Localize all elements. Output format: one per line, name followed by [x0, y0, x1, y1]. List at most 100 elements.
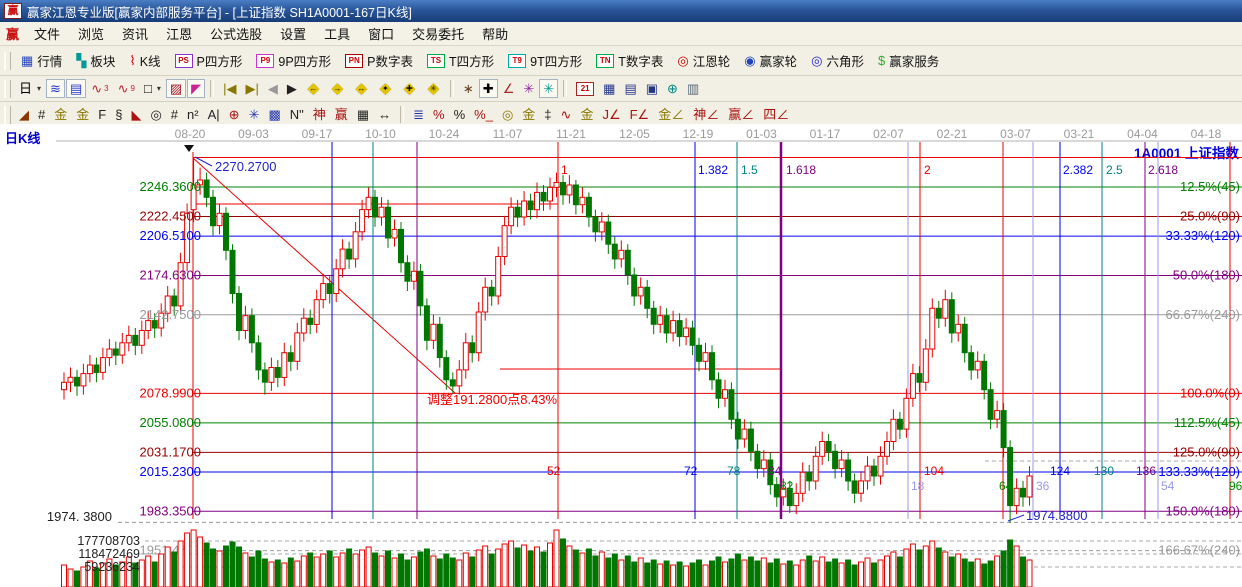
- clock-circle-tool-icon: ◎: [150, 107, 162, 122]
- wave-3-button[interactable]: ∿ 3: [87, 79, 112, 98]
- candle-style-dropdown[interactable]: □ ▾: [140, 79, 165, 98]
- p9-square-button[interactable]: P9 9P四方形: [250, 48, 337, 73]
- kline-button-label: K线: [139, 55, 161, 69]
- zoom-in-h-button[interactable]: ◆ ✦: [374, 78, 397, 99]
- period-day-dropdown[interactable]: 日 ▾: [15, 79, 45, 98]
- zoom-out-h-button[interactable]: ◆ ↔: [350, 78, 373, 99]
- gold-circle-tool[interactable]: ◎: [498, 105, 517, 124]
- percent-tool[interactable]: %: [450, 105, 470, 124]
- menu-bar: 赢 文件 浏览 资讯 江恩 公式选股 设置 工具 窗口 交易委托 帮助: [0, 22, 1242, 46]
- quotes-button[interactable]: ▦ 行情: [15, 48, 68, 73]
- pan-right-button[interactable]: ◆ →: [326, 78, 349, 99]
- four-angle-tool[interactable]: 四∠: [759, 105, 793, 124]
- scale-list-tool[interactable]: ≣: [409, 105, 428, 124]
- expand-all-button[interactable]: ◆ ✚: [398, 78, 421, 99]
- menu-item-浏览[interactable]: 浏览: [78, 27, 105, 42]
- t-square-button[interactable]: TS T四方形: [421, 48, 500, 73]
- gold-wave-tool[interactable]: 金: [576, 105, 597, 124]
- gold-grid-tool[interactable]: 金: [50, 105, 71, 124]
- kline-button[interactable]: ⌇ K线: [123, 48, 166, 73]
- gold-angle-tool[interactable]: 金∠: [654, 105, 688, 124]
- svg-text:12-19: 12-19: [683, 127, 714, 141]
- menu-item-文件[interactable]: 文件: [34, 27, 61, 42]
- menu-item-工具[interactable]: 工具: [324, 27, 351, 42]
- menu-item-设置[interactable]: 设置: [280, 27, 307, 42]
- wave-check-tool[interactable]: ∿: [557, 105, 576, 124]
- first-page-button[interactable]: |◀: [219, 79, 240, 98]
- shen-grid-tool[interactable]: 神: [309, 105, 330, 124]
- save-button[interactable]: ▣: [642, 79, 662, 98]
- shen-angle-tool[interactable]: 神∠: [689, 105, 723, 124]
- calculator-button[interactable]: ▦: [599, 79, 619, 98]
- gann-wheel-button[interactable]: ◎ 江恩轮: [671, 48, 736, 73]
- wave-9-button-sub: 9: [130, 84, 135, 93]
- winner-service-button[interactable]: $ 赢家服务: [872, 48, 945, 73]
- n-quote-tool[interactable]: N": [286, 105, 308, 124]
- wave-9-button[interactable]: ∿ 9: [114, 79, 139, 98]
- starburst-tool[interactable]: ✳: [245, 105, 264, 124]
- gann-wheel-button-icon: ◎: [677, 53, 689, 68]
- notepad-button[interactable]: ▤: [620, 79, 640, 98]
- clock-circle-tool[interactable]: ◎: [146, 105, 165, 124]
- n2-tool[interactable]: n²: [183, 105, 203, 124]
- volume-profile-button[interactable]: ◤: [187, 79, 206, 98]
- angle-line-button[interactable]: ∠: [499, 79, 519, 98]
- remote-pc-button[interactable]: ▥: [683, 79, 703, 98]
- span-arrow-tool[interactable]: ↔: [374, 105, 395, 124]
- brain-teal-button[interactable]: ✳: [539, 79, 559, 98]
- world-clock-button[interactable]: ⊕: [663, 79, 682, 98]
- percent-slash-tool[interactable]: %: [429, 105, 449, 124]
- text-tool[interactable]: A|: [204, 105, 224, 124]
- target-tool[interactable]: ⊕: [225, 105, 244, 124]
- j-angle-tool[interactable]: J∠: [598, 105, 624, 124]
- ruler-123-tool[interactable]: ▦: [353, 105, 373, 124]
- win-grid-tool[interactable]: 赢: [331, 105, 352, 124]
- hatch-tool[interactable]: #: [167, 105, 182, 124]
- pattern-mark-button[interactable]: ▨: [165, 79, 187, 98]
- pan-left-button[interactable]: ◆ ←: [302, 78, 325, 99]
- winner-wheel-button[interactable]: ◉ 赢家轮: [738, 48, 803, 73]
- p-number-table-button[interactable]: PN P数字表: [339, 48, 419, 73]
- sectors-button[interactable]: ▚ 板块: [70, 48, 121, 73]
- percent-line-tool[interactable]: %_: [470, 105, 497, 124]
- span-arrow-tool-icon: ↔: [378, 107, 392, 122]
- menu-item-资讯[interactable]: 资讯: [122, 27, 149, 42]
- win-angle-tool[interactable]: 赢∠: [724, 105, 758, 124]
- p-square-button[interactable]: PS P四方形: [169, 48, 249, 73]
- menu-item-江恩[interactable]: 江恩: [166, 27, 193, 42]
- hand-drag-button[interactable]: ∗: [459, 79, 478, 98]
- prev-bar-button[interactable]: ◀: [264, 79, 282, 98]
- crosshair-button[interactable]: ✚: [478, 79, 498, 98]
- flower-purple-button[interactable]: ✳: [519, 79, 538, 98]
- info-note-button[interactable]: ▤: [65, 79, 87, 98]
- gold-grid2-tool[interactable]: 金: [72, 105, 93, 124]
- menu-item-窗口[interactable]: 窗口: [368, 27, 395, 42]
- pan-right-button-icon: ◆ →: [330, 81, 345, 96]
- gold-line-tool[interactable]: 金: [518, 105, 539, 124]
- restore-view-button[interactable]: ◆ ✳: [422, 78, 445, 99]
- n-quote-tool-icon: N": [289, 107, 304, 122]
- next-bar-button[interactable]: ▶: [283, 79, 301, 98]
- grid-box-tool[interactable]: ▩: [264, 105, 284, 124]
- last-page-button[interactable]: ▶|: [242, 79, 263, 98]
- chart-area: 日K线 1A0001 上证指数 08-20 09-03 09-17 10-10 10-2…: [0, 124, 1242, 587]
- calendar-button[interactable]: 21: [572, 79, 598, 99]
- hexagon-button[interactable]: ◎ 六角形: [805, 48, 870, 73]
- f-angle-tool[interactable]: F∠: [626, 105, 654, 124]
- trumpet-tool[interactable]: ◢: [15, 105, 33, 124]
- kline-chart-canvas[interactable]: 08-20 09-03 09-17 10-10 10-24 11-07 11-21 12-05…: [0, 124, 1242, 587]
- zoom-area-button-icon: ≋: [50, 81, 61, 96]
- grid-tool[interactable]: #: [34, 105, 49, 124]
- t-number-table-button[interactable]: TN T数字表: [590, 48, 669, 73]
- pen-tool[interactable]: ‡: [540, 105, 555, 124]
- fibonacci-tool[interactable]: F: [94, 105, 110, 124]
- spiral-tool[interactable]: §: [111, 105, 126, 124]
- target-tool-icon: ⊕: [228, 107, 240, 122]
- t9-square-button[interactable]: T9 9T四方形: [502, 48, 588, 73]
- brush-tool[interactable]: ◣: [127, 105, 145, 124]
- zoom-area-button[interactable]: ≋: [46, 79, 65, 98]
- menu-item-公式选股[interactable]: 公式选股: [210, 27, 263, 42]
- menu-item-帮助[interactable]: 帮助: [482, 27, 509, 42]
- svg-text:1983.3500: 1983.3500: [140, 503, 201, 518]
- menu-item-交易委托[interactable]: 交易委托: [412, 27, 465, 42]
